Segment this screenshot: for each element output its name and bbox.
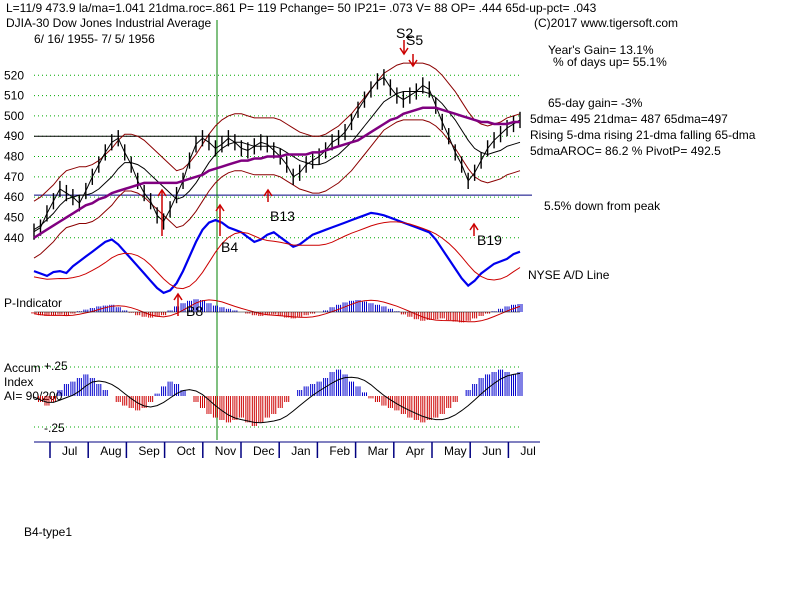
x-tick-label: Sep — [138, 444, 160, 458]
x-tick-label: Jul — [62, 444, 77, 458]
buy-arrow-head — [157, 188, 167, 197]
footer-label: B4-type1 — [24, 525, 72, 539]
ad-ma-line — [33, 221, 521, 290]
date-range: 6/ 16/ 1955- 7/ 5/ 1956 — [34, 32, 155, 46]
ma21-line — [33, 91, 521, 231]
pct-days-up: % of days up= 55.1% — [553, 55, 667, 69]
nyse-ad-label: NYSE A/D Line — [528, 268, 610, 282]
accum-label: Accum — [4, 361, 41, 375]
x-tick-label: May — [444, 444, 467, 458]
ai-label: AI= 90/200 — [4, 389, 63, 403]
lower-band — [33, 119, 521, 259]
signal-label-b8: B8 — [186, 303, 203, 319]
x-tick-label: Nov — [215, 444, 236, 458]
signal-label-b19: B19 — [477, 232, 502, 248]
dma-aroc: 5dmaAROC= 86.2 % PivotP= 492.5 — [530, 144, 721, 158]
buy-arrow-head — [263, 188, 273, 197]
signal-label-b13: B13 — [270, 208, 295, 224]
plus25-label: +.25 — [44, 359, 68, 373]
signal-label-s2: S2 — [396, 25, 413, 41]
grid: 440 450 460 470 480 490 500 510 520 — [4, 20, 532, 440]
x-tick-label: Feb — [329, 444, 350, 458]
ma65-line — [33, 106, 520, 239]
header-stats-line: L=11/9 473.9 la/ma=1.041 21dma.roc=.861 … — [6, 1, 597, 15]
dma-trend: Rising 5-dma rising 21-dma falling 65-dm… — [530, 128, 756, 142]
y-tick-label: 490 — [4, 129, 24, 143]
gain-65: 65-day gain= -3% — [548, 96, 643, 110]
y-tick-label: 450 — [4, 210, 24, 224]
y-tick-label: 460 — [4, 190, 24, 204]
price-series — [33, 69, 521, 240]
chart-title: DJIA-30 Dow Jones Industrial Average — [6, 16, 212, 30]
x-tick-label: Apr — [406, 444, 425, 458]
copyright: (C)2017 www.tigersoft.com — [534, 16, 678, 30]
x-tick-label: Jul — [520, 444, 535, 458]
down-from-peak-label: 5.5% down from peak — [544, 199, 661, 213]
ad-line — [33, 211, 521, 295]
bands — [33, 62, 521, 259]
p-indicator-label: P-Indicator — [4, 296, 62, 310]
x-axis: Jul Aug Sep Oct Nov Dec Jan Feb Mar Apr May Jun Jul — [34, 441, 540, 458]
x-tick-label: Mar — [368, 444, 389, 458]
signal-label-b4: B4 — [221, 239, 238, 255]
y-tick-label: 440 — [4, 231, 24, 245]
x-tick-label: Oct — [177, 444, 196, 458]
minus25-label: -.25 — [44, 421, 65, 435]
x-tick-label: Dec — [253, 444, 274, 458]
upper-band — [33, 62, 521, 202]
y-tick-label: 520 — [4, 68, 24, 82]
x-tick-label: Aug — [100, 444, 121, 458]
p-indicator-ma — [33, 299, 521, 323]
ai-ma-line — [33, 372, 521, 424]
y-tick-label: 510 — [4, 89, 24, 103]
years-gain: Year's Gain= 13.1% — [548, 43, 654, 57]
buy-arrow-head — [173, 292, 183, 301]
y-tick-label: 470 — [4, 170, 24, 184]
x-tick-label: Jun — [482, 444, 501, 458]
x-tick-label: Jan — [291, 444, 310, 458]
indicator-panels — [31, 211, 523, 428]
sell-arrow-head — [399, 47, 409, 56]
buy-arrow-head — [469, 222, 479, 231]
y-tick-label: 480 — [4, 150, 24, 164]
y-tick-label: 500 — [4, 109, 24, 123]
signal-label-s5: S5 — [406, 32, 423, 48]
dma-values: 5dma= 495 21dma= 487 65dma=497 — [530, 112, 728, 126]
price-line — [33, 76, 521, 233]
sell-arrow-head — [408, 59, 418, 68]
index-label: Index — [4, 375, 33, 389]
buy-arrow-head — [215, 203, 225, 212]
